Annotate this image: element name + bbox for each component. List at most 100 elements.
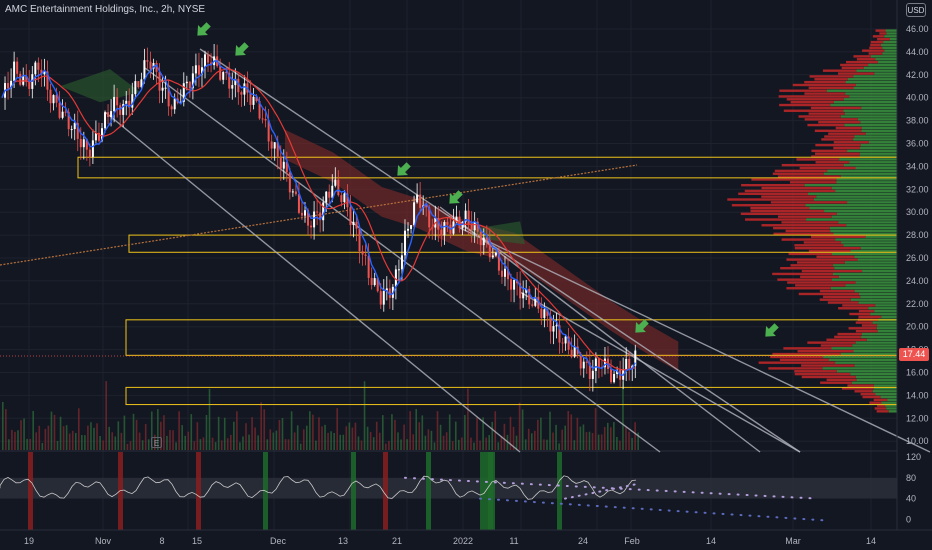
earnings-icon[interactable]: E	[151, 437, 162, 448]
volume-bar	[202, 437, 205, 450]
down-arrow-icon	[635, 319, 649, 333]
volume-profile-row-green	[855, 341, 897, 344]
candle-body	[170, 106, 173, 110]
volume-profile-row-red	[811, 149, 848, 153]
volume-bar	[47, 425, 50, 450]
price-axis[interactable]: 46.00 44.00 42.00 40.00 38.00 36.00 34.00 32.00…	[0, 0, 929, 530]
volume-bar	[242, 436, 244, 450]
time-axis[interactable]: 19 Nov 8 15 Dec 13 21 2022 11 24 Feb 14 Mar 14	[0, 529, 932, 546]
volume-bar	[38, 425, 41, 450]
volume-profile-row-green	[873, 384, 897, 387]
candle-body	[531, 304, 534, 306]
volume-bar	[230, 434, 232, 450]
volume-profile-row-green	[854, 364, 897, 367]
volume-bar	[154, 434, 156, 450]
volume-profile-row-red	[824, 135, 855, 138]
volume-profile-row-red	[809, 75, 854, 78]
volume-bar	[123, 415, 126, 450]
volume-profile-row-green	[860, 143, 897, 147]
candle-body	[507, 268, 510, 280]
candle-body	[540, 308, 543, 318]
candle-body	[443, 222, 446, 236]
volume-profile-row-green	[805, 204, 897, 207]
support-resistance-zones[interactable]	[77, 156, 898, 406]
volume-profile-row-red	[853, 55, 871, 58]
cloud-green	[60, 69, 140, 103]
channel-line	[519, 291, 801, 453]
volume-profile-row-red	[801, 375, 856, 379]
volume-bar	[603, 426, 606, 450]
volume-bar	[363, 381, 366, 450]
volume-bar	[606, 422, 609, 450]
signal-band	[488, 452, 493, 530]
volume-profile-row-red	[820, 344, 853, 347]
candle-body	[634, 350, 637, 366]
candle-body	[313, 211, 316, 228]
candle-body	[376, 278, 379, 292]
candle-body	[52, 95, 55, 104]
candle-body	[173, 98, 176, 110]
volume-bar	[619, 440, 621, 450]
price-tick-label: 38.00	[906, 116, 929, 126]
volume-bar	[588, 431, 591, 450]
candle-body	[446, 222, 449, 225]
volume-profile-row-red	[790, 100, 834, 104]
volume-profile-row-green	[874, 72, 897, 75]
volume-bar	[65, 425, 68, 450]
volume-profile-row-green	[835, 189, 897, 193]
volume-bar	[144, 424, 147, 450]
volume-profile-row-red	[804, 92, 846, 95]
volume-profile-row-red	[778, 95, 850, 98]
volume-bar	[150, 411, 153, 450]
currency-badge[interactable]: USD	[906, 3, 926, 17]
time-tick-label: 24	[578, 536, 588, 546]
price-tick-label: 16.00	[906, 368, 929, 378]
volume-bar	[637, 432, 639, 450]
volume-profile-row-red	[794, 244, 844, 247]
volume-profile-row-red	[823, 295, 861, 299]
volume-bar	[549, 411, 551, 450]
volume-profile-row-red	[815, 152, 860, 155]
candle-body	[13, 61, 16, 81]
volume-bar	[196, 422, 199, 450]
candle-body	[240, 92, 243, 95]
volume-profile-row-green	[857, 258, 897, 261]
price-tick-label: 42.00	[906, 70, 929, 80]
volume-bar	[71, 430, 74, 450]
volume-profile-row-red	[847, 384, 874, 387]
oscillator-band	[0, 477, 897, 499]
volume-profile-row-red	[814, 78, 848, 81]
volume-bar	[287, 439, 290, 450]
volume-bar	[473, 442, 475, 450]
candle-body	[588, 362, 591, 379]
candle-body	[188, 81, 191, 89]
volume-profile-row-red	[826, 378, 857, 382]
volume-bar	[537, 419, 539, 450]
candle-body	[585, 361, 588, 363]
volume-bar	[546, 439, 548, 450]
volume-bar	[11, 429, 13, 450]
volume-profile-row-green	[808, 192, 897, 195]
volume-profile-row-red	[796, 158, 840, 161]
volume-profile-row-red	[815, 161, 850, 164]
volume-profile-row-red	[837, 72, 875, 75]
volume-profile-row-green	[840, 352, 897, 356]
volume-profile-row-red	[738, 192, 809, 195]
candle-body	[537, 296, 540, 309]
volume-profile-row-green	[851, 381, 897, 384]
candle-body	[570, 349, 573, 357]
trend-channel-lines[interactable]	[104, 48, 931, 453]
volume-bar	[135, 419, 138, 450]
volume-profile-row-red	[744, 218, 807, 221]
time-tick-label: 2022	[453, 536, 473, 546]
volume-bar	[330, 431, 332, 450]
volume-profile-row-green	[833, 100, 897, 104]
volume-profile-row-green	[855, 83, 897, 87]
volume-bar	[315, 440, 317, 450]
volume-profile-row-green	[875, 392, 897, 396]
volume-profile-row-green	[834, 267, 897, 270]
volume-profile-row-green	[830, 287, 897, 290]
candle-body	[628, 358, 631, 369]
candle-body	[555, 325, 558, 327]
